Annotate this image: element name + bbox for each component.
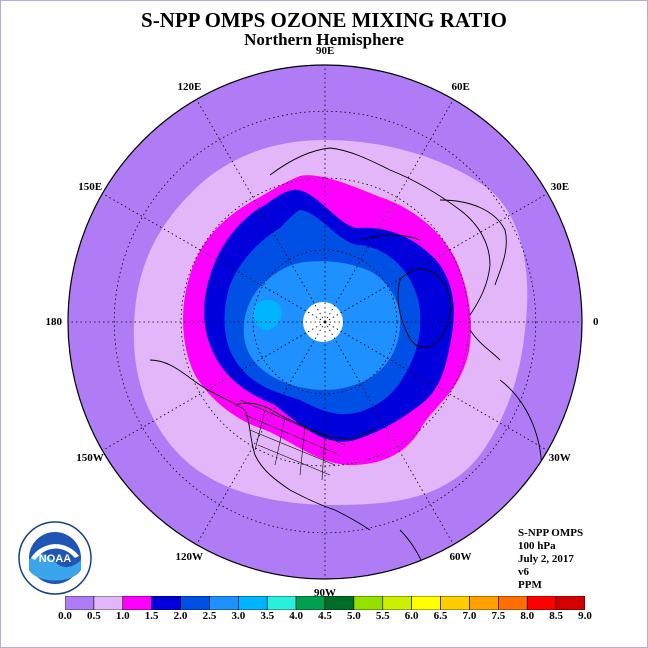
colorbar-swatch xyxy=(469,596,499,610)
colorbar-tick-label: 9.0 xyxy=(578,610,592,622)
colorbar-swatch xyxy=(122,596,152,610)
colorbar-tick-label: 0.0 xyxy=(58,610,72,622)
longitude-label: 150E xyxy=(78,180,103,193)
colorbar-tick-label: 5.0 xyxy=(347,610,361,622)
colorbar-swatch xyxy=(324,596,355,610)
colorbar-tick-label: 3.0 xyxy=(231,610,246,622)
colorbar-swatch xyxy=(151,596,181,610)
colorbar-swatch xyxy=(266,596,297,610)
noaa-logo: NOAA xyxy=(18,521,92,595)
europe-outline xyxy=(439,199,507,361)
longitude-label: 30E xyxy=(550,180,570,193)
latitude-circle xyxy=(180,177,470,467)
colorbar-swatch xyxy=(238,596,268,610)
eurasia-outline xyxy=(269,147,491,316)
north-america-outline xyxy=(149,359,376,531)
colorbar-tick-label: 6.5 xyxy=(433,610,448,622)
longitude-label: 0 xyxy=(593,316,599,328)
colorbar-tick-label: 1.5 xyxy=(144,610,159,622)
pole-no-data xyxy=(303,302,343,342)
longitude-label: 60E xyxy=(451,81,470,94)
colorbar-tick-label: 2.0 xyxy=(173,610,188,622)
colorbar-swatch xyxy=(440,596,470,610)
us-state-grid xyxy=(239,399,346,481)
colorbar-tick-label: 0.5 xyxy=(87,610,101,622)
colorbar-ticks: 0.0 0.5 1.0 1.5 2.0 2.5 3.0 3.5 4.0 4.5 5.0 5.5 6.0 6… xyxy=(0,610,648,626)
colorbar-swatch xyxy=(93,596,124,610)
colorbar-tick-label: 7.5 xyxy=(491,610,506,622)
graticule xyxy=(68,65,582,579)
noaa-logo-text: NOAA xyxy=(39,553,71,565)
colorbar-swatch xyxy=(382,596,412,610)
longitude-label: 90E xyxy=(316,45,335,57)
units-label: PPM xyxy=(518,579,542,591)
longitude-label: 150W xyxy=(76,451,104,464)
latitude-circle xyxy=(252,249,398,395)
colorbar-tick-label: 8.5 xyxy=(549,610,563,622)
map-title: S-NPP OMPS OZONE MIXING RATIO xyxy=(141,8,507,32)
instrument-label: S-NPP OMPS xyxy=(518,527,584,539)
colorbar-swatch xyxy=(526,596,557,610)
colorbar-swatch xyxy=(180,596,210,610)
longitude-label: 180 xyxy=(45,316,63,328)
colorbar-tick-label: 6.0 xyxy=(404,610,419,622)
colorbar-tick-label: 5.5 xyxy=(375,610,390,622)
longitude-label: 60W xyxy=(449,550,472,563)
colorbar xyxy=(65,596,585,610)
latitude-circle xyxy=(113,110,537,534)
greenland-outline xyxy=(397,268,451,348)
info-panel: S-NPP OMPS 100 hPa July 2, 2017 v6 PPM xyxy=(518,527,583,592)
date-label: July 2, 2017 xyxy=(518,553,574,565)
level-label: 100 hPa xyxy=(518,540,556,552)
colorbar-tick-label: 7.0 xyxy=(462,610,477,622)
colorbar-swatch xyxy=(411,596,441,610)
colorbar-tick-label: 8.0 xyxy=(520,610,535,622)
version-label: v6 xyxy=(518,566,529,578)
map-subtitle: Northern Hemisphere xyxy=(244,30,404,49)
longitude-label: 120E xyxy=(177,81,202,94)
longitude-label: 120W xyxy=(175,550,204,563)
colorbar-swatch xyxy=(295,596,326,610)
colorbar-tick-label: 3.5 xyxy=(260,610,275,622)
colorbar-swatch xyxy=(353,596,384,610)
colorbar-swatch xyxy=(65,596,95,610)
band-3.0-3.5-spot xyxy=(253,299,282,331)
colorbar-swatch xyxy=(498,596,528,610)
globe-boundary xyxy=(67,64,583,580)
colorbar-swatch xyxy=(209,596,239,610)
colorbar-swatch xyxy=(555,596,585,610)
colorbar-tick-label: 2.5 xyxy=(202,610,217,622)
colorbar-tick-label: 1.0 xyxy=(115,610,130,622)
colorbar-tick-label: 4.0 xyxy=(289,610,303,622)
colorbar-tick-label: 4.5 xyxy=(318,610,332,622)
longitude-label: 30W xyxy=(548,451,571,464)
